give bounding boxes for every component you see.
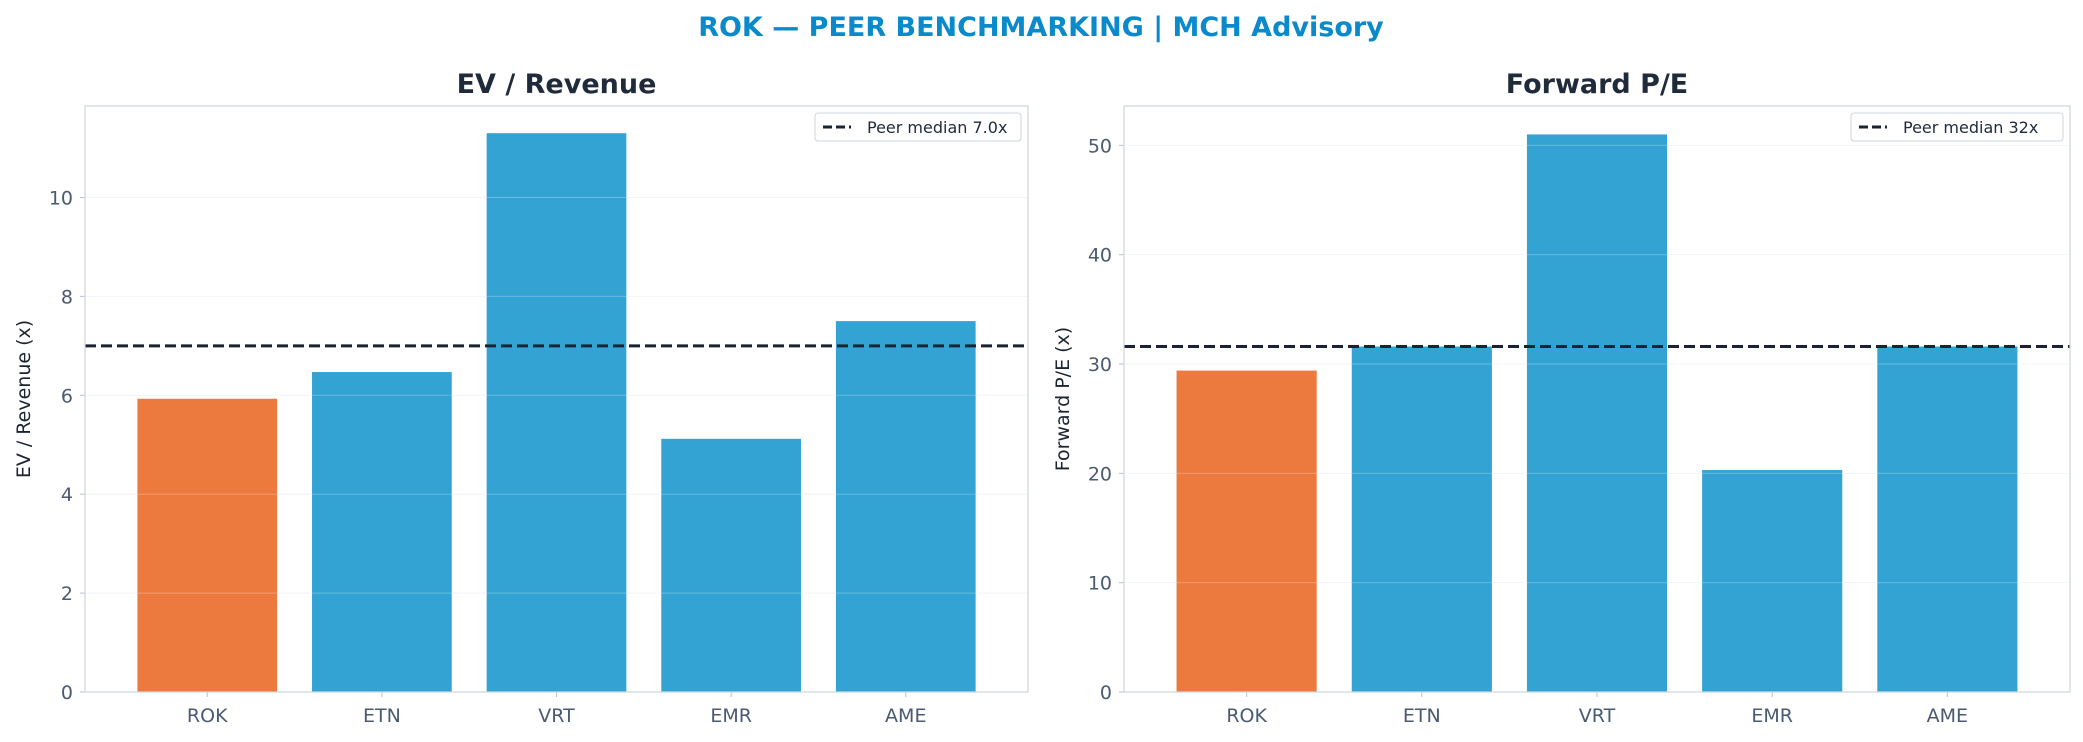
bar-etn xyxy=(312,372,452,692)
legend: Peer median 7.0x xyxy=(814,112,1022,142)
y-tick-label: 10 xyxy=(49,187,73,209)
bar-emr xyxy=(1702,470,1843,692)
x-tick-label: EMR xyxy=(710,705,752,727)
bar-vrt xyxy=(486,133,627,693)
x-tick-label: VRT xyxy=(538,705,575,727)
y-tick-label: 2 xyxy=(61,583,73,605)
y-tick-label: 50 xyxy=(1088,135,1112,157)
legend-label: Peer median 32x xyxy=(1903,118,2038,137)
bar-ame xyxy=(1877,346,2018,692)
ev-revenue-chart: ROK ETN VRT EMR AME 0 2 4 6 8 10 EV / Revenue EV / R… xyxy=(13,69,1029,727)
x-tick-label: ROK xyxy=(1226,705,1267,727)
x-tick-label: ETN xyxy=(363,705,401,727)
x-tick-label: VRT xyxy=(1579,705,1616,727)
legend: Peer median 32x xyxy=(1850,112,2064,142)
chart-title: Forward P/E xyxy=(1506,69,1689,100)
y-tick-label: 20 xyxy=(1088,463,1112,485)
y-tick-label: 8 xyxy=(61,286,73,308)
bar-rok xyxy=(1176,370,1317,692)
bar-emr xyxy=(661,438,801,692)
x-tick-label: ROK xyxy=(187,705,228,727)
y-axis-label: Forward P/E (x) xyxy=(1052,327,1074,471)
legend-box xyxy=(1850,112,2064,142)
bar-vrt xyxy=(1526,134,1668,693)
plot-frame xyxy=(1123,105,2071,693)
figure-suptitle: ROK — PEER BENCHMARKING | MCH Advisory xyxy=(698,12,1384,43)
plot-frame xyxy=(84,105,1029,693)
y-tick-label: 4 xyxy=(61,484,73,506)
x-tick-label: AME xyxy=(885,705,926,727)
y-axis-label: EV / Revenue (x) xyxy=(13,320,35,478)
chart-title: EV / Revenue xyxy=(457,69,657,100)
y-tick-label: 30 xyxy=(1088,354,1112,376)
x-tick-label: EMR xyxy=(1751,705,1793,727)
bar-ame xyxy=(835,321,976,692)
x-tick-label: ETN xyxy=(1403,705,1441,727)
bar-etn xyxy=(1351,346,1492,692)
y-tick-label: 0 xyxy=(1100,682,1112,704)
x-tick-label: AME xyxy=(1927,705,1968,727)
bar-rok xyxy=(137,398,278,692)
forward-pe-chart: ROK ETN VRT EMR AME 0 10 20 30 40 50 Forward P/E For… xyxy=(1052,69,2071,727)
legend-box xyxy=(814,112,1022,142)
y-tick-label: 40 xyxy=(1088,245,1112,267)
y-tick-label: 10 xyxy=(1088,573,1112,595)
y-tick-label: 0 xyxy=(61,682,73,704)
legend-label: Peer median 7.0x xyxy=(867,118,1007,137)
y-tick-label: 6 xyxy=(61,385,73,407)
